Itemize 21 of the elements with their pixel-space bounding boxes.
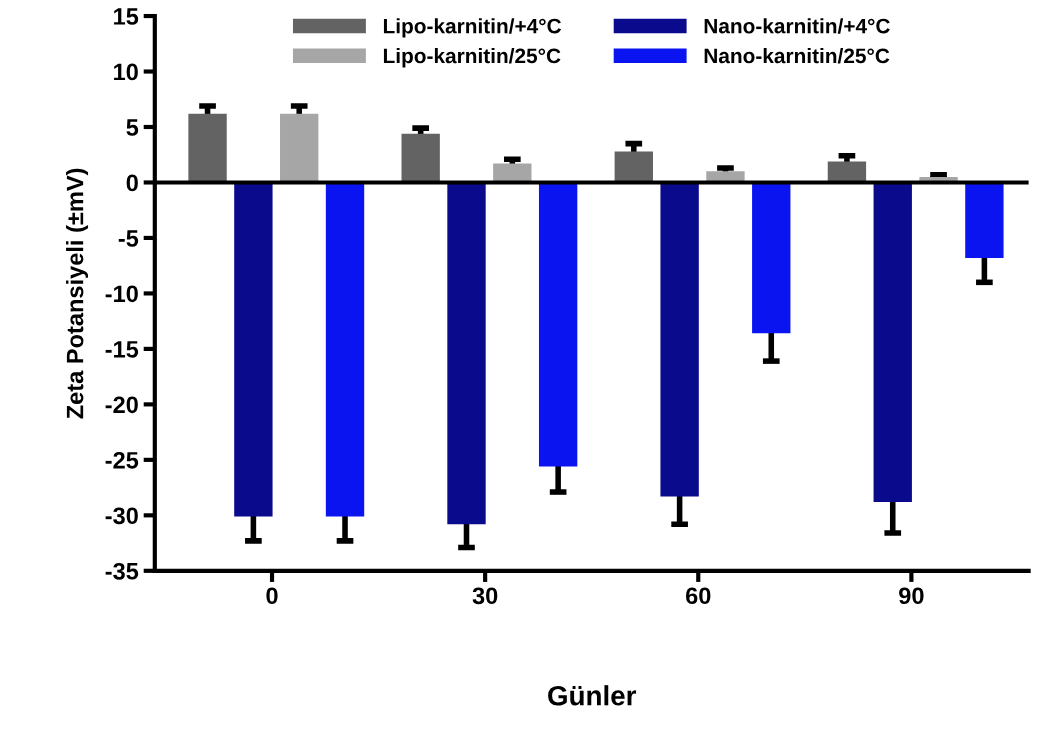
y-tick-label: -30 bbox=[105, 507, 138, 525]
x-tick-label: 90 bbox=[899, 587, 924, 605]
y-tick-label: 15 bbox=[114, 8, 139, 25]
legend-label: Nano-karnitin/+4°C bbox=[704, 18, 890, 34]
y-tick-label: -15 bbox=[105, 341, 139, 358]
x-axis-title: Günler bbox=[548, 685, 637, 706]
y-tick-label: -20 bbox=[105, 396, 138, 414]
y-tick-label: 5 bbox=[126, 119, 139, 136]
legend-label: Lipo-karnitin/25°C bbox=[383, 47, 561, 68]
legend-label: Lipo-karnitin/+4°C bbox=[383, 18, 562, 38]
y-tick-label: -35 bbox=[105, 562, 139, 580]
y-tick-label: -5 bbox=[118, 230, 139, 247]
y-tick-label: -25 bbox=[105, 451, 139, 469]
x-tick-label: 60 bbox=[686, 587, 711, 605]
y-tick-label: 0 bbox=[126, 174, 138, 192]
y-tick-label: -10 bbox=[105, 285, 138, 303]
x-tick-label: 30 bbox=[472, 587, 498, 605]
x-tick-label: 0 bbox=[266, 587, 278, 605]
y-axis-title: Zeta Potansiyeli (±mV) bbox=[66, 168, 89, 419]
y-tick-label: 10 bbox=[114, 63, 138, 81]
legend-label: Nano-karnitin/25°C bbox=[704, 47, 890, 64]
